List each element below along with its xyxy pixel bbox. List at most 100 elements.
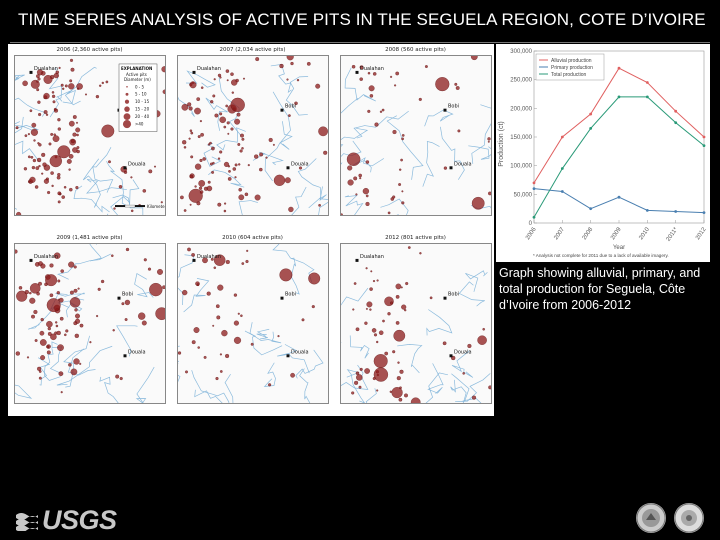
chart-x-tick-label: 2006 bbox=[525, 226, 538, 241]
series-point-total bbox=[617, 95, 621, 99]
chart-y-tick-label: 300,000 bbox=[510, 49, 532, 55]
map-canvas: DualahanBobiDoualaEXPLANATIONActive pits… bbox=[15, 58, 165, 215]
series-point-primary bbox=[589, 207, 593, 211]
series-point-total bbox=[645, 95, 649, 99]
map-title: 2009 (1,481 active pits) bbox=[56, 235, 123, 241]
map-frame: Dualahan Bobi Douala bbox=[340, 55, 492, 216]
chart-y-label: Production (ct) bbox=[498, 121, 505, 167]
svg-text:0 - 5: 0 - 5 bbox=[135, 84, 145, 89]
town-marker bbox=[443, 296, 447, 300]
series-point-alluvial bbox=[674, 109, 678, 113]
series-point-primary bbox=[560, 190, 564, 193]
town-label: Dualahan bbox=[360, 254, 384, 260]
town-marker bbox=[443, 108, 447, 112]
map-frame: Dualahan Bobi Douala bbox=[340, 243, 492, 404]
town-label: Bobi bbox=[285, 104, 296, 110]
department-seal-icon bbox=[636, 503, 666, 533]
series-point-primary bbox=[532, 187, 536, 191]
chart-y-tick-label: 0 bbox=[529, 221, 533, 227]
map-canvas: Dualahan Bobi Douala bbox=[341, 56, 491, 215]
series-point-total bbox=[560, 167, 564, 170]
series-point-alluvial bbox=[532, 181, 536, 185]
agency-seal-icon bbox=[674, 503, 704, 533]
river-network bbox=[178, 244, 324, 403]
town-marker bbox=[29, 70, 33, 74]
river-network bbox=[15, 244, 155, 403]
map-2008: 2008 (560 active pits) Dualahan Bobi Doual… bbox=[337, 46, 494, 220]
map-title: 2012 (801 active pits) bbox=[385, 235, 446, 241]
town-label: Bobi bbox=[448, 104, 459, 110]
chart-x-tick-label: 2007 bbox=[553, 226, 566, 241]
chart-caption: Graph showing alluvial, primary, and tot… bbox=[499, 266, 701, 312]
series-point-alluvial bbox=[702, 135, 706, 139]
chart-y-tick-label: 50,000 bbox=[514, 192, 533, 198]
series-point-alluvial bbox=[645, 81, 649, 84]
chart-y-tick-label: 200,000 bbox=[510, 106, 532, 112]
town-label: Dualahan bbox=[34, 254, 58, 260]
town-marker bbox=[29, 258, 33, 262]
river-network bbox=[341, 270, 491, 403]
town-marker bbox=[192, 258, 196, 262]
series-point-primary bbox=[674, 210, 678, 213]
chart-y-tick-label: 150,000 bbox=[510, 135, 532, 141]
chart-x-ticks: 2006 2007 2008 2009 2010 2011* 2012 bbox=[525, 226, 708, 242]
series-point-total bbox=[532, 215, 536, 219]
town-marker bbox=[355, 70, 359, 74]
svg-text:5 - 10: 5 - 10 bbox=[135, 92, 147, 97]
svg-text:>40: >40 bbox=[135, 122, 144, 127]
town-marker bbox=[286, 166, 290, 170]
town-label: Dualahan bbox=[197, 66, 221, 72]
river-network bbox=[178, 64, 328, 215]
usgs-logo: USGS bbox=[16, 505, 117, 535]
map-title: 2010 (604 active pits) bbox=[222, 235, 283, 241]
series-point-primary bbox=[617, 195, 621, 199]
active-pits bbox=[341, 56, 491, 215]
town-label: Douala bbox=[128, 161, 146, 167]
svg-text:10 - 15: 10 - 15 bbox=[135, 99, 150, 104]
series-point-total bbox=[674, 121, 678, 125]
active-pits bbox=[351, 246, 491, 403]
series-point-alluvial bbox=[617, 66, 621, 70]
town-label: Dualahan bbox=[197, 254, 221, 260]
chart-lines bbox=[532, 66, 706, 219]
chart-canvas: 0 50,000 100,000 150,000 200,000 250,000 300,0… bbox=[498, 49, 708, 258]
legend-label-total: Total production bbox=[551, 72, 587, 78]
svg-text:EXPLANATION: EXPLANATION bbox=[121, 66, 152, 71]
town-marker bbox=[449, 354, 453, 358]
chart-y-ticks: 0 50,000 100,000 150,000 200,000 250,000 300,0… bbox=[510, 49, 532, 227]
chart-footnote: * Analysis not complete for 2011 due to … bbox=[533, 253, 669, 258]
active-pits bbox=[178, 247, 321, 387]
map-2012: 2012 (801 active pits) Dualahan Bobi Doual… bbox=[337, 234, 494, 408]
map-frame: DualahanBobiDoualaEXPLANATIONActive pits… bbox=[14, 55, 166, 216]
map-2009: 2009 (1,481 active pits) Dualahan Bobi Dou… bbox=[11, 234, 168, 408]
chart-legend: Alluvial production Primary production T… bbox=[535, 53, 605, 81]
town-label: Douala bbox=[128, 349, 146, 355]
svg-text:Active pits: Active pits bbox=[126, 72, 147, 77]
active-pits bbox=[180, 56, 328, 213]
town-label: Douala bbox=[454, 349, 472, 355]
map-canvas: Dualahan Bobi Douala bbox=[341, 246, 491, 403]
town-label: Dualahan bbox=[34, 66, 58, 72]
map-2007: 2007 (2,034 active pits) Dualahan Bobi Dou… bbox=[174, 46, 331, 220]
map-frame: Dualahan Bobi Douala bbox=[14, 243, 166, 404]
map-canvas: Dualahan Bobi Douala bbox=[178, 244, 324, 403]
town-label: Dualahan bbox=[360, 66, 384, 72]
chart-y-tick-label: 250,000 bbox=[510, 78, 532, 84]
legend-label-alluvial: Alluvial production bbox=[551, 58, 592, 64]
map-2010: 2010 (604 active pits) Dualahan Bobi Doual… bbox=[174, 234, 331, 408]
map-title: 2008 (560 active pits) bbox=[385, 47, 446, 53]
chart-x-tick-label: 2010 bbox=[638, 226, 651, 241]
map-2006: 2006 (2,360 active pits) DualahanBobiDou… bbox=[11, 46, 168, 220]
series-point-alluvial bbox=[560, 135, 564, 139]
svg-text:20 - 40: 20 - 40 bbox=[135, 114, 150, 119]
chart-x-tick-label: 2011* bbox=[666, 226, 680, 242]
usgs-logo-text: USGS bbox=[42, 504, 117, 535]
title-divider bbox=[10, 42, 710, 43]
chart-x-label: Year bbox=[613, 245, 625, 251]
town-label: Douala bbox=[291, 161, 309, 167]
town-label: Bobi bbox=[285, 292, 296, 298]
town-marker bbox=[117, 296, 121, 300]
town-marker bbox=[355, 258, 359, 262]
town-marker bbox=[192, 70, 196, 74]
